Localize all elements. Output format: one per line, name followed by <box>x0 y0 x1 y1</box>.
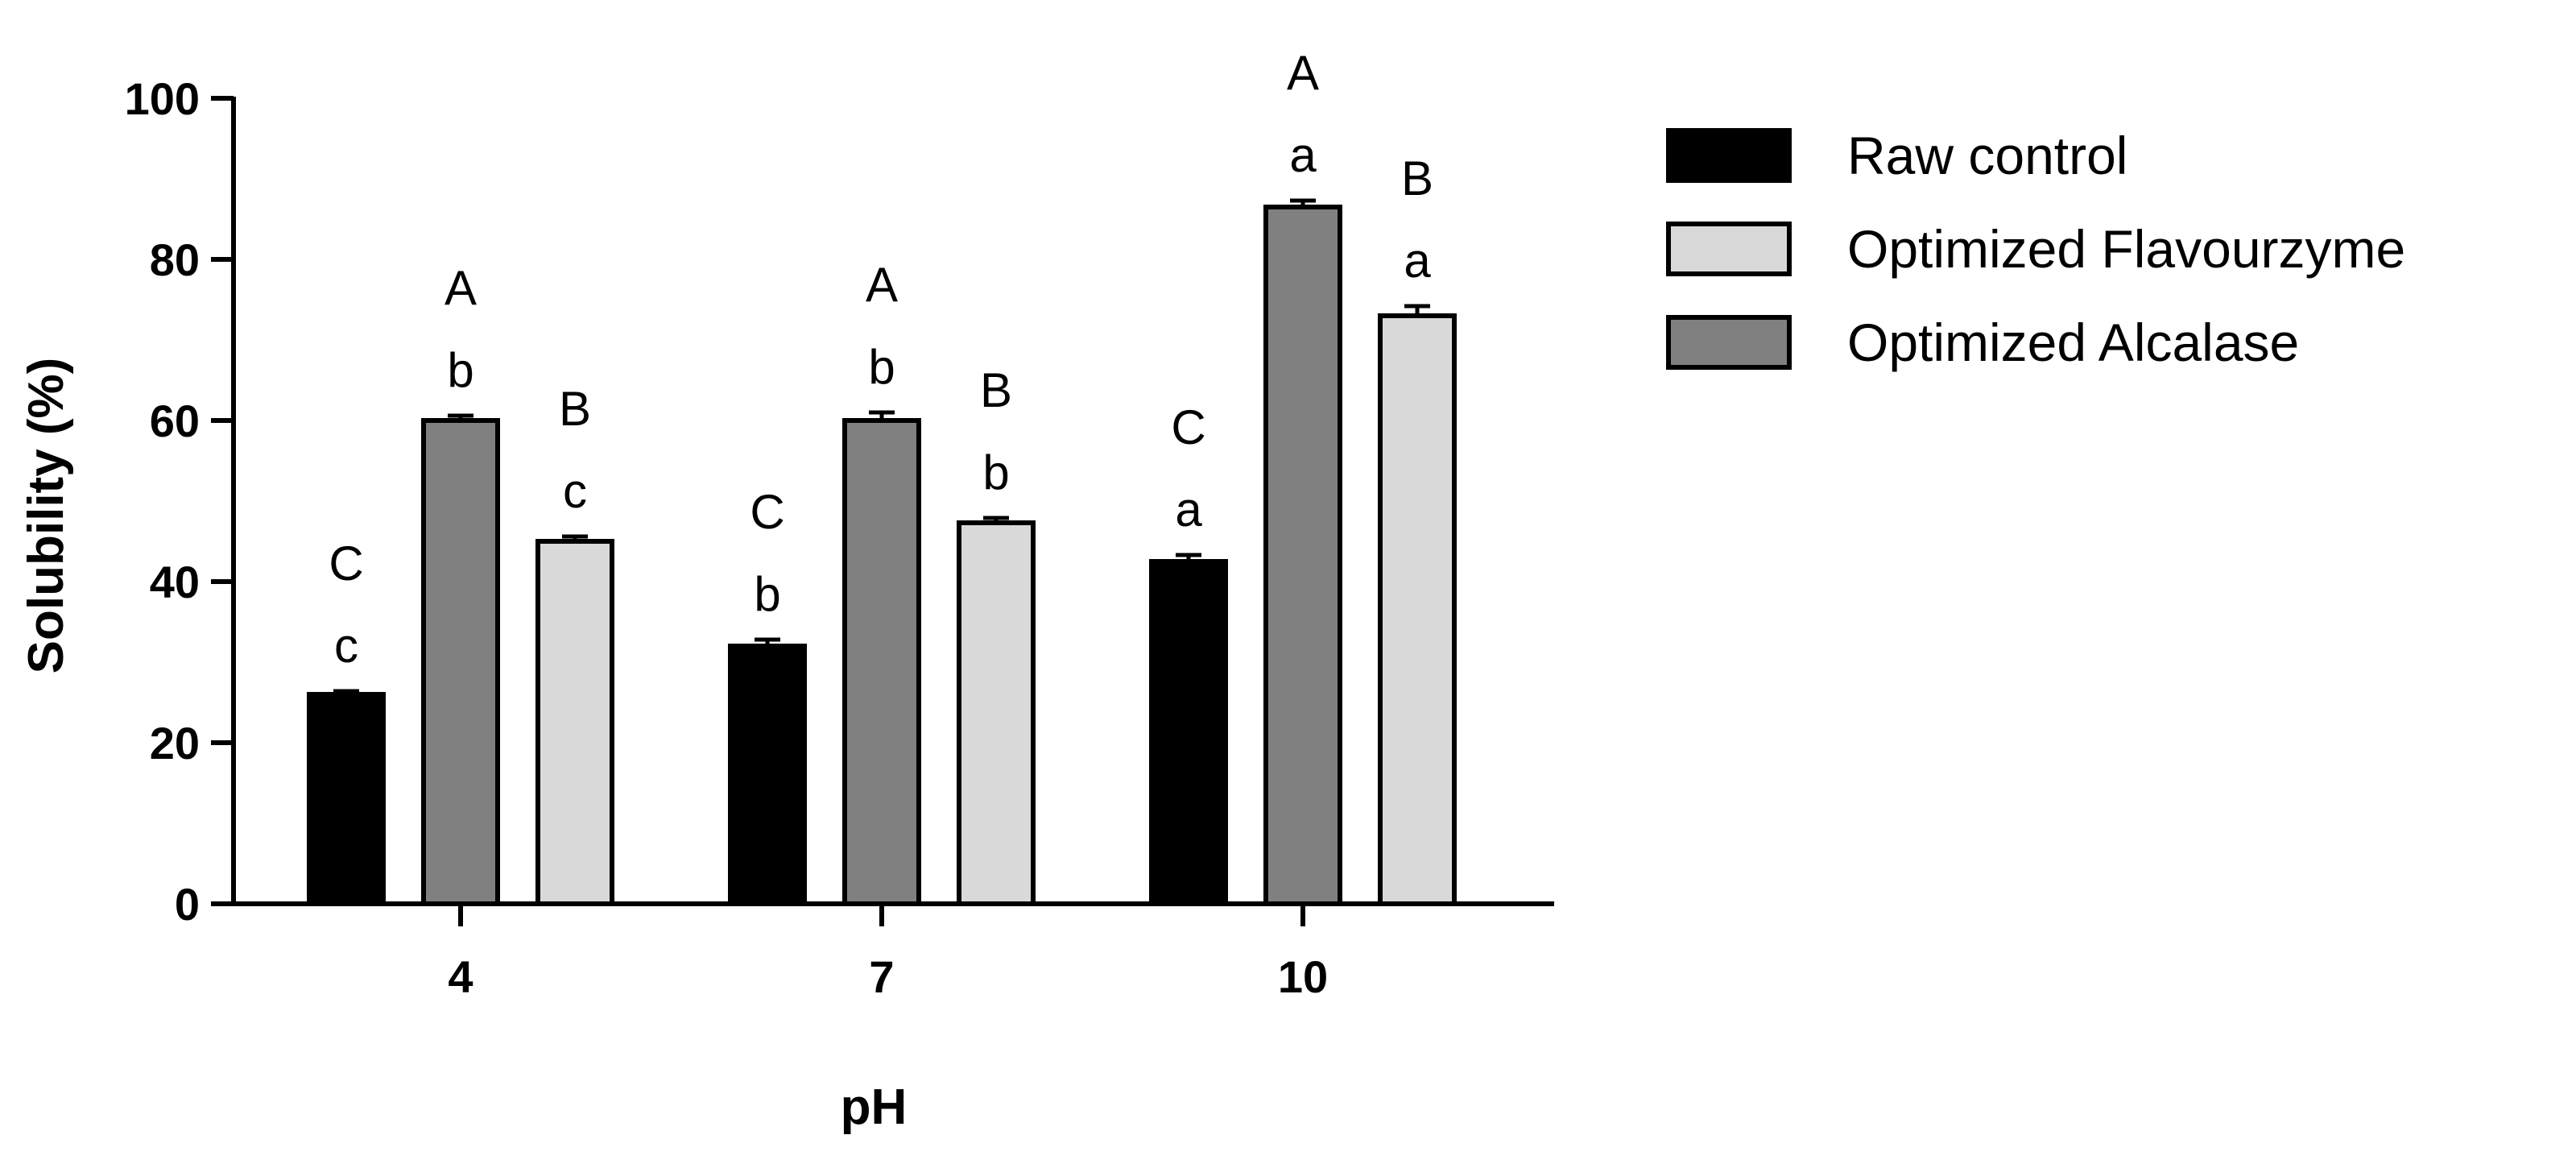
significance-letter-upper: A <box>1287 46 1319 100</box>
bar-optimized-flavourzyme <box>1378 313 1457 906</box>
y-tick-label: 0 <box>175 879 200 930</box>
legend-label: Optimized Flavourzyme <box>1847 219 2405 279</box>
legend-swatch <box>1666 222 1792 276</box>
bar-raw-control <box>1149 559 1228 906</box>
legend-swatch <box>1666 315 1792 370</box>
bar-optimized-alcalase <box>421 418 500 906</box>
bar-optimized-flavourzyme <box>957 520 1036 906</box>
significance-letter-lower: c <box>563 464 587 518</box>
legend-label: Raw control <box>1847 126 2127 185</box>
significance-letter-upper: C <box>750 485 784 539</box>
significance-letter-lower: b <box>868 340 895 394</box>
legend-label: Optimized Alcalase <box>1847 313 2299 372</box>
x-axis-title: pH <box>841 1079 908 1135</box>
significance-letter-lower: b <box>447 343 473 397</box>
bar-raw-control <box>307 692 386 906</box>
bar-optimized-alcalase <box>842 418 921 906</box>
significance-letter-upper: B <box>980 363 1012 417</box>
x-tick-label: 4 <box>448 951 473 1002</box>
bar-raw-control <box>728 644 807 906</box>
y-tick-label: 80 <box>150 234 200 285</box>
significance-letter-lower: b <box>754 567 780 621</box>
significance-letter-lower: b <box>982 445 1009 499</box>
significance-letter-lower: a <box>1175 483 1202 536</box>
x-tick-label: 7 <box>869 951 894 1002</box>
significance-letter-upper: B <box>559 382 591 436</box>
y-tick-label: 100 <box>125 73 200 124</box>
bar-optimized-flavourzyme <box>535 539 614 906</box>
bars <box>307 198 1457 906</box>
y-axis-title: Solubility (%) <box>19 358 74 674</box>
significance-letter-upper: A <box>444 261 477 315</box>
significance-letter-upper: C <box>329 536 363 590</box>
significance-letter-lower: c <box>334 619 358 673</box>
significance-letter-lower: a <box>1404 234 1431 288</box>
y-tick-label: 20 <box>150 718 200 768</box>
legend: Raw control Optimized Flavourzyme Optimize… <box>1666 126 2405 372</box>
significance-letter-upper: C <box>1171 400 1205 454</box>
significance-letter-lower: a <box>1289 128 1317 182</box>
significance-letter-upper: A <box>866 258 898 312</box>
y-tick-label: 40 <box>150 557 200 607</box>
legend-swatch <box>1666 128 1792 183</box>
bar-optimized-alcalase <box>1263 205 1342 906</box>
y-tick-label: 60 <box>150 396 200 446</box>
significance-letter-upper: B <box>1401 151 1433 205</box>
x-tick-label: 10 <box>1278 951 1328 1002</box>
